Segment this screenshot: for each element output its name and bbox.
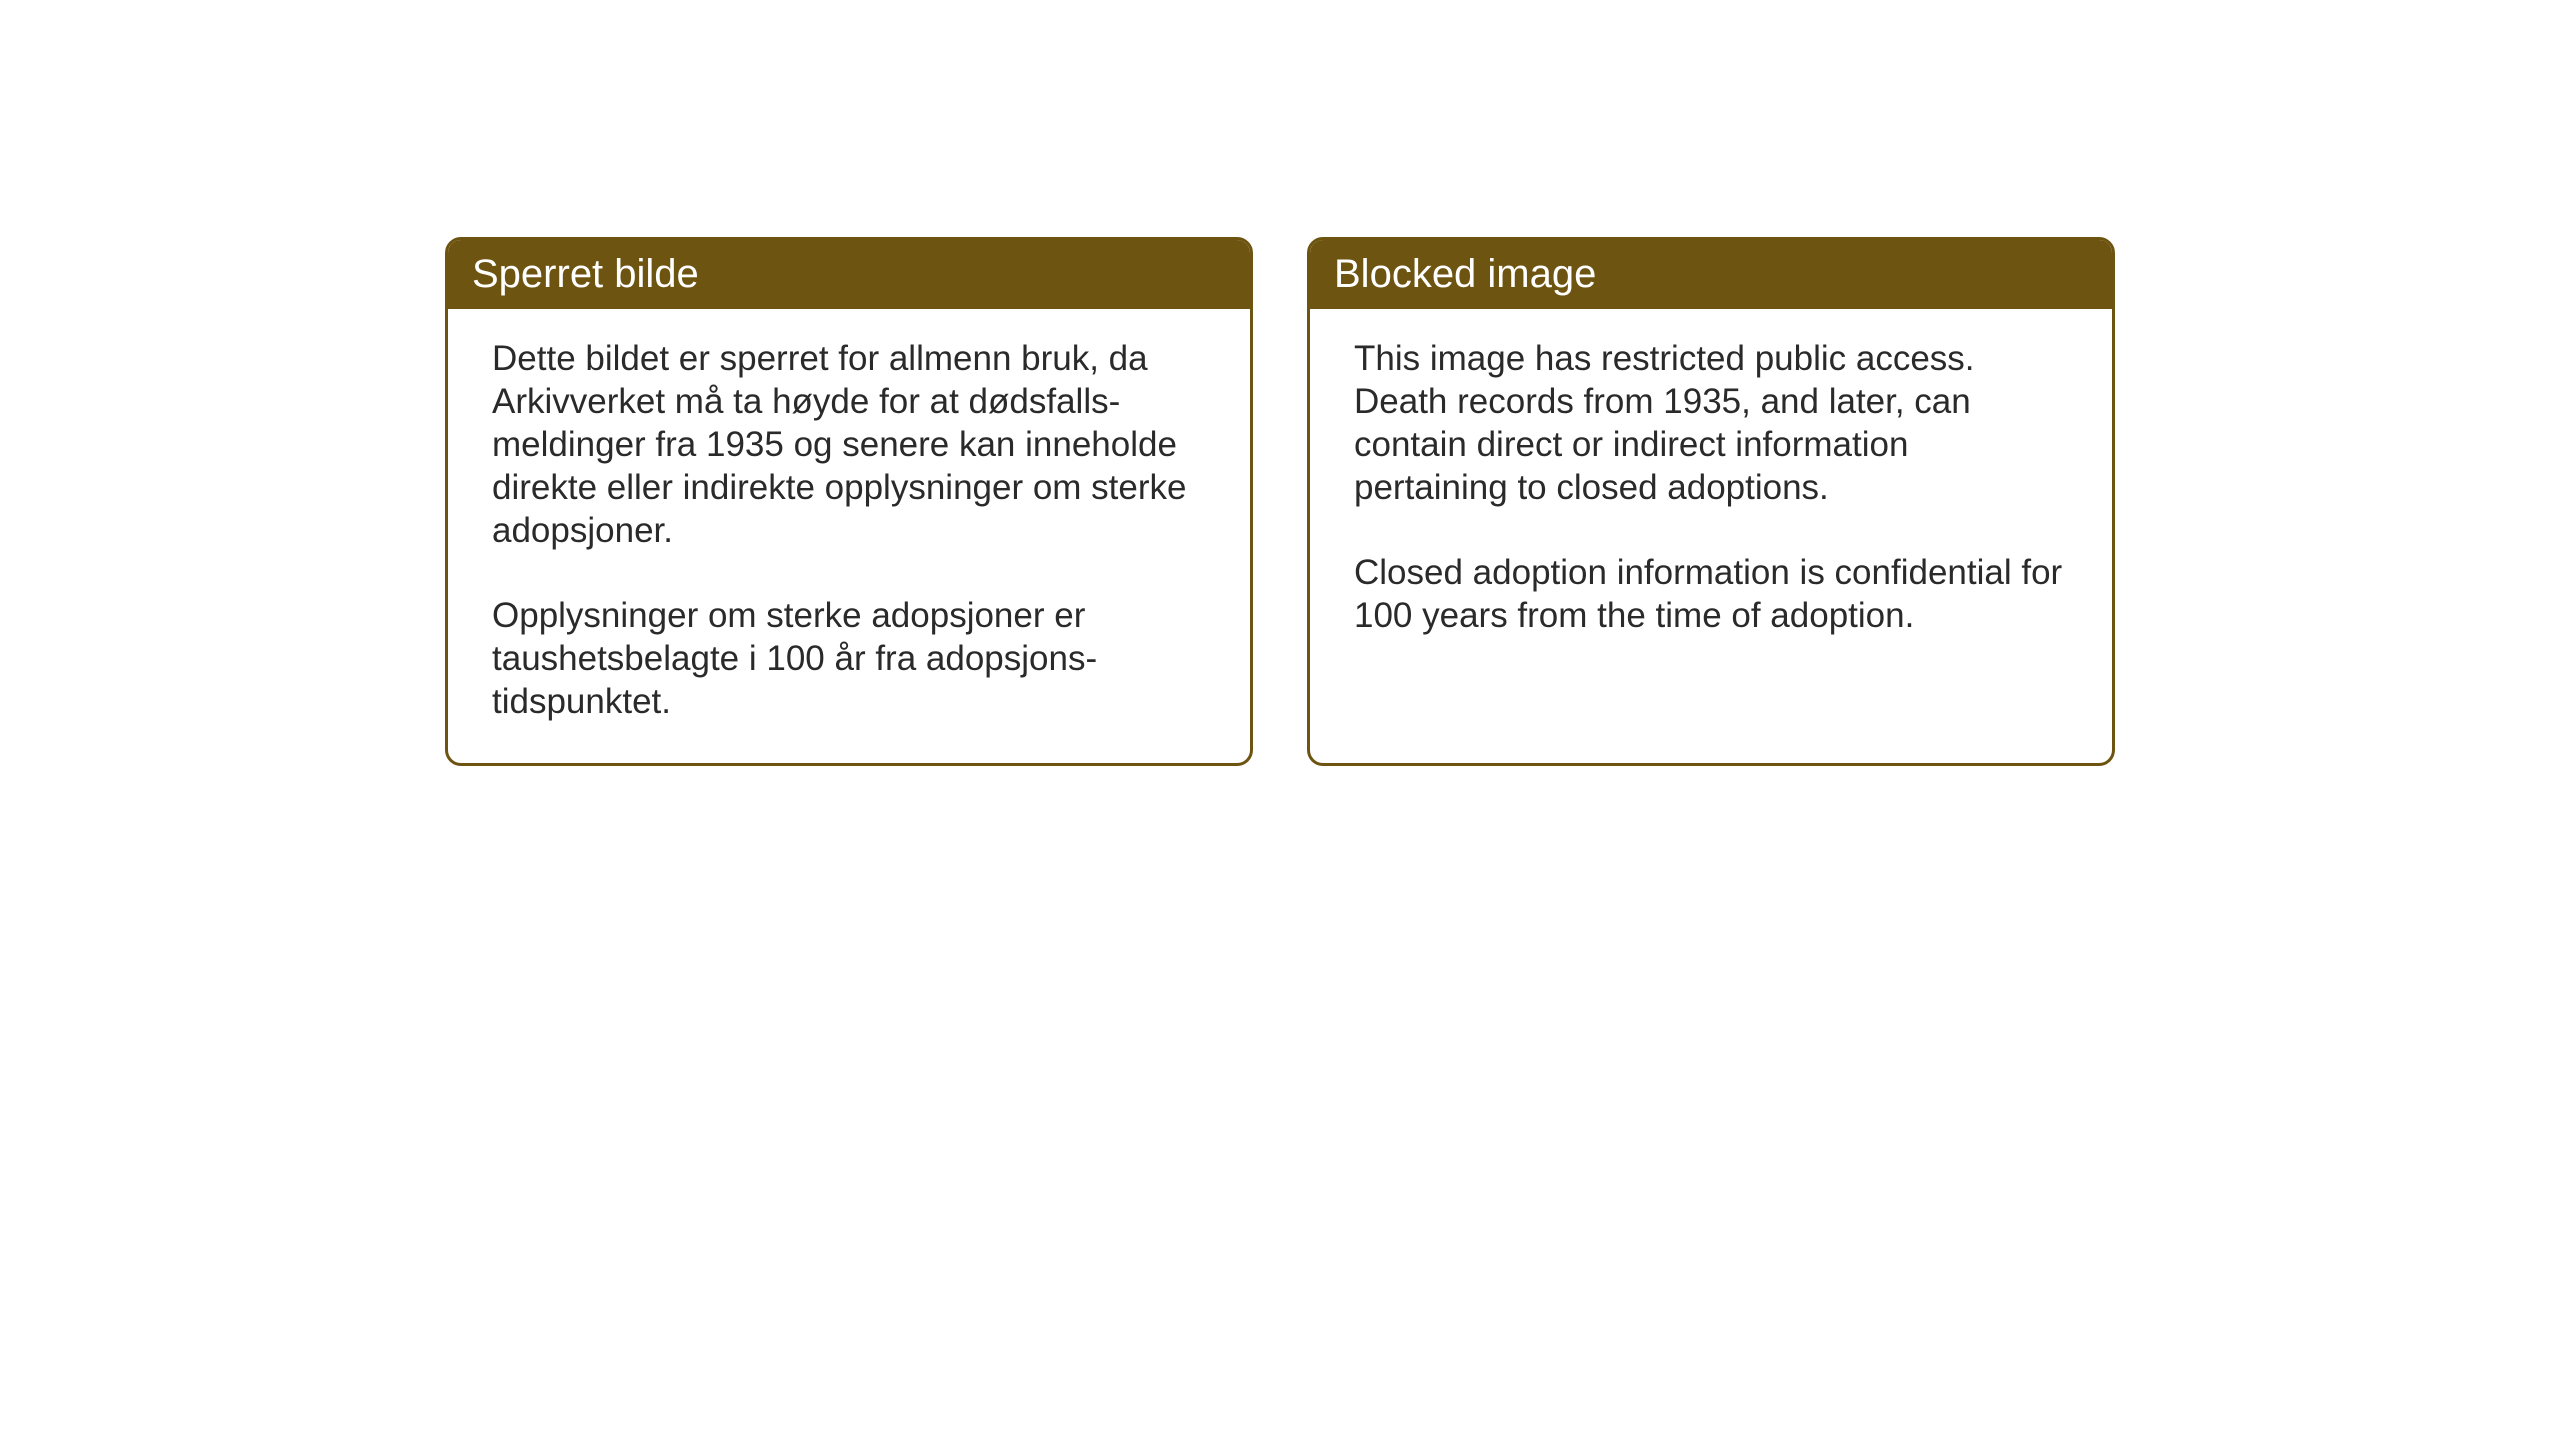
card-paragraph2-english: Closed adoption information is confident… bbox=[1354, 551, 2068, 637]
card-paragraph1-norwegian: Dette bildet er sperret for allmenn bruk… bbox=[492, 337, 1206, 552]
card-body-english: This image has restricted public access.… bbox=[1310, 309, 2112, 677]
card-paragraph2-norwegian: Opplysninger om sterke adopsjoner er tau… bbox=[492, 594, 1206, 723]
cards-container: Sperret bilde Dette bildet er sperret fo… bbox=[445, 237, 2115, 766]
card-body-norwegian: Dette bildet er sperret for allmenn bruk… bbox=[448, 309, 1250, 763]
card-paragraph1-english: This image has restricted public access.… bbox=[1354, 337, 2068, 509]
card-header-english: Blocked image bbox=[1310, 240, 2112, 309]
card-title-norwegian: Sperret bilde bbox=[472, 252, 699, 296]
card-title-english: Blocked image bbox=[1334, 252, 1596, 296]
card-header-norwegian: Sperret bilde bbox=[448, 240, 1250, 309]
card-norwegian: Sperret bilde Dette bildet er sperret fo… bbox=[445, 237, 1253, 766]
card-english: Blocked image This image has restricted … bbox=[1307, 237, 2115, 766]
